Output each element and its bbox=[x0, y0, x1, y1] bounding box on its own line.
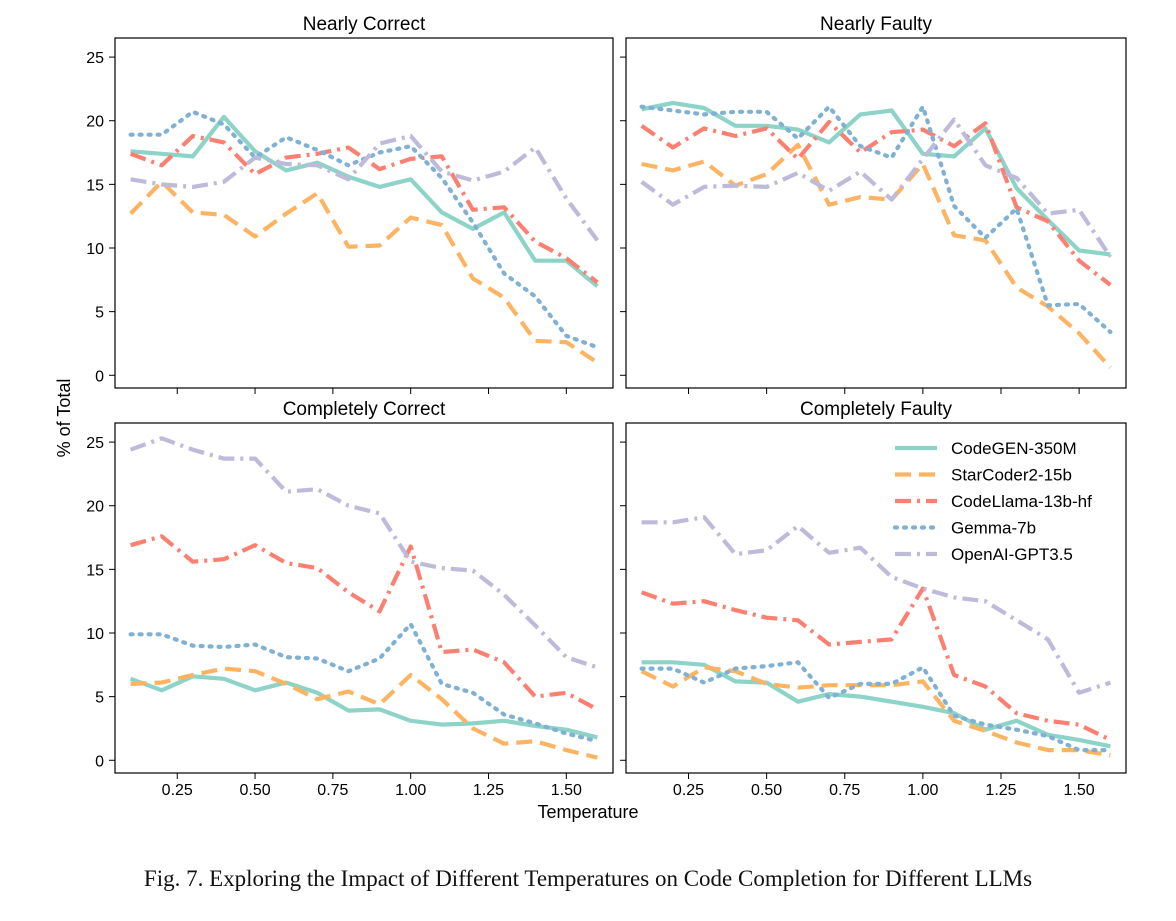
x-tick-label: 1.50 bbox=[551, 782, 582, 799]
panel-title: Completely Correct bbox=[283, 399, 446, 420]
panel-completely-correct: Completely Correct 0.25 0.50 0.75 1.00 1.25 1.… bbox=[86, 399, 614, 799]
x-tick-label: 0.25 bbox=[673, 782, 704, 799]
panel-title: Completely Faulty bbox=[800, 399, 953, 420]
legend-label: OpenAI-GPT3.5 bbox=[951, 545, 1073, 564]
x-tick-label: 1.00 bbox=[395, 782, 426, 799]
series-line-codellama-13b-hf bbox=[640, 119, 1112, 287]
series-line-codellama-13b-hf bbox=[129, 133, 599, 285]
y-tick-label: 0 bbox=[95, 368, 104, 385]
y-tick-label: 15 bbox=[86, 562, 104, 579]
series-line-starcoder2-15b bbox=[641, 142, 1112, 370]
series-line-openai-gpt3-5 bbox=[129, 436, 599, 670]
legend-entry-openai-gpt3-5: OpenAI-GPT3.5 bbox=[895, 545, 1073, 564]
panel-nearly-correct: Nearly Correct 0 5 10 15 20 25 bbox=[86, 14, 614, 394]
x-tick-label: 1.00 bbox=[907, 782, 938, 799]
x-tick-label: 0.75 bbox=[317, 782, 348, 799]
y-tick-label: 20 bbox=[86, 499, 104, 516]
y-axis-label: % of Total bbox=[54, 379, 74, 458]
x-axis-label: Temperature bbox=[537, 802, 638, 822]
panel-nearly-faulty: Nearly Faulty bbox=[620, 14, 1127, 394]
series-line-starcoder2-15b bbox=[129, 179, 599, 365]
panel-title: Nearly Faulty bbox=[820, 14, 932, 35]
legend-entry-starcoder2-15b: StarCoder2-15b bbox=[895, 466, 1072, 485]
panel-grid: Nearly Correct 0 5 10 15 20 25 Nearly Faulty Com… bbox=[86, 14, 1127, 799]
legend-label: Gemma-7b bbox=[951, 519, 1036, 538]
series-line-gemma-7b bbox=[128, 621, 600, 744]
x-tick-label: 1.50 bbox=[1064, 782, 1095, 799]
y-tick-label: 10 bbox=[86, 241, 104, 258]
y-tick-label: 10 bbox=[86, 626, 104, 643]
y-tick-label: 5 bbox=[95, 305, 104, 322]
y-tick-label: 15 bbox=[86, 177, 104, 194]
legend-entry-gemma-7b: Gemma-7b bbox=[892, 519, 1036, 538]
y-tick-label: 20 bbox=[86, 114, 104, 131]
plot-frame bbox=[114, 37, 614, 389]
series-line-codegen-350m bbox=[129, 674, 598, 740]
series-line-codegen-350m bbox=[641, 660, 1111, 749]
legend: CodeGEN-350M StarCoder2-15b CodeLlama-13b-… bbox=[892, 439, 1092, 564]
x-tick-label: 1.25 bbox=[985, 782, 1016, 799]
x-tick-label: 0.75 bbox=[829, 782, 860, 799]
plot-frame bbox=[625, 422, 1127, 774]
plot-frame bbox=[625, 37, 1127, 389]
x-tick-label: 1.25 bbox=[473, 782, 504, 799]
series-line-starcoder2-15b bbox=[130, 666, 598, 760]
plot-frame bbox=[114, 422, 614, 774]
legend-label: CodeLlama-13b-hf bbox=[951, 492, 1092, 511]
x-tick-label: 0.50 bbox=[239, 782, 270, 799]
figure-caption: Fig. 7. Exploring the Impact of Differen… bbox=[143, 866, 1033, 891]
series-line-codegen-350m bbox=[130, 114, 599, 288]
series-line-gemma-7b bbox=[639, 104, 1113, 335]
legend-entry-codellama-13b-hf: CodeLlama-13b-hf bbox=[895, 492, 1092, 511]
series-line-openai-gpt3-5 bbox=[130, 133, 600, 242]
y-tick-label: 25 bbox=[86, 435, 104, 452]
panel-completely-faulty: Completely Faulty 0.25 0.50 0.75 1.00 1.25 1.5… bbox=[620, 399, 1127, 799]
x-tick-label: 0.25 bbox=[162, 782, 193, 799]
legend-label: CodeGEN-350M bbox=[951, 439, 1077, 458]
series-line-codellama-13b-hf bbox=[640, 586, 1112, 742]
y-tick-label: 0 bbox=[95, 753, 104, 770]
series-line-codegen-350m bbox=[641, 100, 1111, 257]
legend-label: StarCoder2-15b bbox=[951, 466, 1072, 485]
x-tick-label: 0.50 bbox=[751, 782, 782, 799]
series-line-gemma-7b bbox=[639, 660, 1113, 753]
panel-title: Nearly Correct bbox=[303, 14, 426, 35]
series-line-codellama-13b-hf bbox=[130, 534, 599, 712]
y-tick-label: 5 bbox=[95, 690, 104, 707]
y-tick-label: 25 bbox=[86, 50, 104, 67]
series-line-openai-gpt3-5 bbox=[640, 117, 1113, 259]
legend-entry-codegen-350m: CodeGEN-350M bbox=[895, 439, 1077, 458]
figure: Nearly Correct 0 5 10 15 20 25 Nearly Faulty Com… bbox=[54, 14, 1127, 822]
